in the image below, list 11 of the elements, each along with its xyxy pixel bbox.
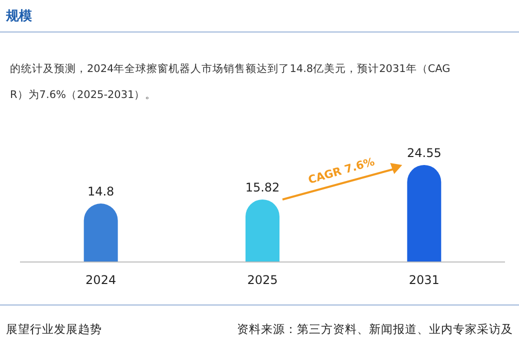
text: 展望行业发展趋势 xyxy=(6,322,102,336)
data-label: 14.8 xyxy=(87,184,114,199)
data-label: 24.55 xyxy=(406,146,442,160)
annotation: CAGR 7.6% xyxy=(306,155,376,187)
text: 的统计及预测，2024年全球擦窗机器人市场销售额达到了14.8亿美元，预计2031年（CAGR）为7.6%（2025-2031）。 xyxy=(10,63,450,101)
data-label: 15.82 xyxy=(245,180,280,194)
x-tick-label: 2031 xyxy=(408,273,440,287)
chart-title: 规模 xyxy=(5,9,32,24)
x-tick-label: 2024 xyxy=(86,273,116,287)
text: 资料来源：第三方资料、新闻报道、业内专家采访及 xyxy=(237,322,513,336)
x-tick-label: 2025 xyxy=(247,273,278,287)
